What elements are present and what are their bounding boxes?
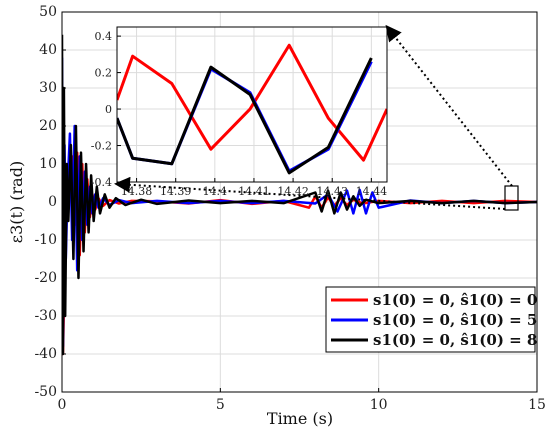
inset-ytick-label-3: -0.2 <box>91 140 112 153</box>
inset-lines <box>117 43 387 175</box>
inset-ytick-label-1: 0.2 <box>95 67 113 80</box>
main-ytick-label-10: -50 <box>34 384 57 400</box>
inset-xtick-label-0: 14.38 <box>121 185 153 198</box>
inset-series-line-0 <box>117 43 387 162</box>
main-ytick-label-0: 50 <box>39 4 57 20</box>
main-ytick-label-1: 40 <box>39 42 57 58</box>
main-ytick-label-4: 10 <box>39 156 57 172</box>
main-ytick-label-2: 30 <box>39 80 57 96</box>
main-ytick-label-3: 20 <box>39 118 57 134</box>
inset-xtick-label-2: 14.4 <box>203 185 228 198</box>
inset-ytick-label-2: 0 <box>105 103 112 116</box>
main-xtick-label-0: 0 <box>58 397 67 413</box>
main-ytick-label-9: -40 <box>34 346 57 362</box>
inset-xtick-label-1: 14.39 <box>160 185 192 198</box>
inset-ytick-label-0: 0.4 <box>95 30 113 43</box>
main-xtick-label-1: 5 <box>216 397 225 413</box>
main-lines <box>62 34 537 356</box>
main-ytick-label-6: -10 <box>34 232 57 248</box>
legend-label-2: s1(0) = 0, ŝ1(0) = 8 <box>373 331 537 349</box>
main-ytick-label-5: 0 <box>48 194 57 210</box>
inset-xtick-label-5: 14.43 <box>316 185 348 198</box>
inset-xtick-label-6: 14.44 <box>356 185 388 198</box>
main-ytick-label-7: -20 <box>34 270 57 286</box>
main-ytick-label-8: -30 <box>34 308 57 324</box>
inset-series-line-2 <box>117 57 373 175</box>
inset-xtick-label-3: 14.41 <box>238 185 270 198</box>
main-series-line-2 <box>62 34 537 356</box>
main-ticks: 0 5 10 15 50 40 30 20 10 0 -10 -20 -30 -40 -50 <box>34 4 545 413</box>
legend: s1(0) = 0, ŝ1(0) = 0 s1(0) = 0, ŝ1(0) = … <box>325 286 537 353</box>
legend-label-1: s1(0) = 0, ŝ1(0) = 5 <box>373 311 537 329</box>
zoom-arrow-top <box>385 24 513 187</box>
main-series-line-1 <box>62 57 537 348</box>
x-axis-label: Time (s) <box>267 409 333 428</box>
y-axis-label: ε3(t) (rad) <box>7 161 26 243</box>
main-xtick-label-2: 10 <box>370 397 388 413</box>
main-xtick-label-3: 15 <box>528 397 546 413</box>
inset-ytick-label-4: -0.4 <box>91 176 112 189</box>
inset-frame <box>116 26 388 183</box>
legend-label-0: s1(0) = 0, ŝ1(0) = 0 <box>373 291 537 309</box>
